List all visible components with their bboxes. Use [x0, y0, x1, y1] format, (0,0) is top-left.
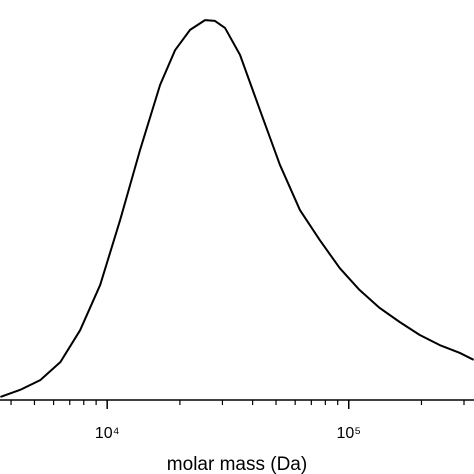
x-axis-label: molar mass (Da) [167, 454, 307, 474]
x-tick-label: 10⁵ [337, 425, 361, 442]
x-tick-label: 10⁴ [95, 425, 120, 442]
line [0, 19, 474, 398]
